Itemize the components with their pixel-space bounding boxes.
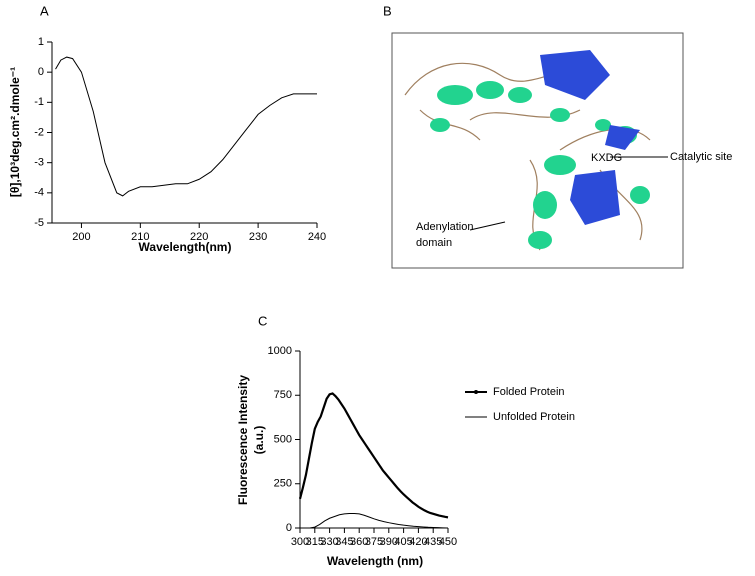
y-axis-label: [θ],10³deg.cm².dmole⁻¹ <box>8 67 22 197</box>
pointer <box>469 221 506 231</box>
y-axis-label: Fluorescence Intensity <box>236 375 250 505</box>
y-tick-label: 0 <box>286 522 292 534</box>
helices <box>430 81 650 249</box>
panel-label: C <box>258 313 267 328</box>
x-tick-label: 345 <box>335 536 353 548</box>
y-tick-label: -3 <box>34 157 44 169</box>
protein-structure: KXDG Catalytic site Adenylation domain B <box>383 3 732 269</box>
y-axis-label: (a.u.) <box>252 426 266 455</box>
x-tick-label: 200 <box>72 231 90 243</box>
x-tick-label: 375 <box>365 536 383 548</box>
y-tick-label: 1 <box>38 36 44 48</box>
panel-b-frame <box>391 32 684 269</box>
panel-label: B <box>383 3 392 18</box>
y-tick-label: 750 <box>274 389 292 401</box>
x-tick-label: 405 <box>394 536 412 548</box>
motif-label: KXDG <box>591 152 622 164</box>
x-tick-label: 210 <box>131 231 149 243</box>
legend-label: Folded Protein <box>493 386 565 398</box>
legend-marker-dot <box>474 390 478 394</box>
x-tick-label: 450 <box>439 536 457 548</box>
line <box>309 512 449 529</box>
annotation: Adenylation <box>416 221 474 233</box>
x-tick-label: 240 <box>308 231 326 243</box>
annotation: Catalytic site <box>670 151 732 163</box>
x-tick-label: 390 <box>380 536 398 548</box>
y-tick-label: -5 <box>34 217 44 229</box>
x-axis-label: Wavelength (nm) <box>327 554 423 568</box>
y-tick-label: 500 <box>274 433 292 445</box>
line <box>55 56 317 197</box>
y-tick-label: -2 <box>34 126 44 138</box>
x-tick-label: 330 <box>320 536 338 548</box>
y-tick-label: -1 <box>34 96 44 108</box>
y-tick-label: 1000 <box>268 345 292 357</box>
y-tick-label: 0 <box>38 66 44 78</box>
x-tick-label: 220 <box>190 231 208 243</box>
x-tick-label: 435 <box>424 536 442 548</box>
y-tick-label: 250 <box>274 478 292 490</box>
x-tick-label: 315 <box>306 536 324 548</box>
legend-label: Unfolded Protein <box>493 411 575 423</box>
x-tick-label: 230 <box>249 231 267 243</box>
sheets <box>540 50 640 225</box>
x-tick-label: 300 <box>291 536 309 548</box>
x-axis-label: Wavelength(nm) <box>139 240 232 254</box>
panel-label: A <box>40 3 49 18</box>
x-tick-label: 360 <box>350 536 368 548</box>
line <box>298 392 449 519</box>
y-tick-label: -4 <box>34 187 44 199</box>
x-tick-label: 420 <box>409 536 427 548</box>
annotation: domain <box>416 237 452 249</box>
